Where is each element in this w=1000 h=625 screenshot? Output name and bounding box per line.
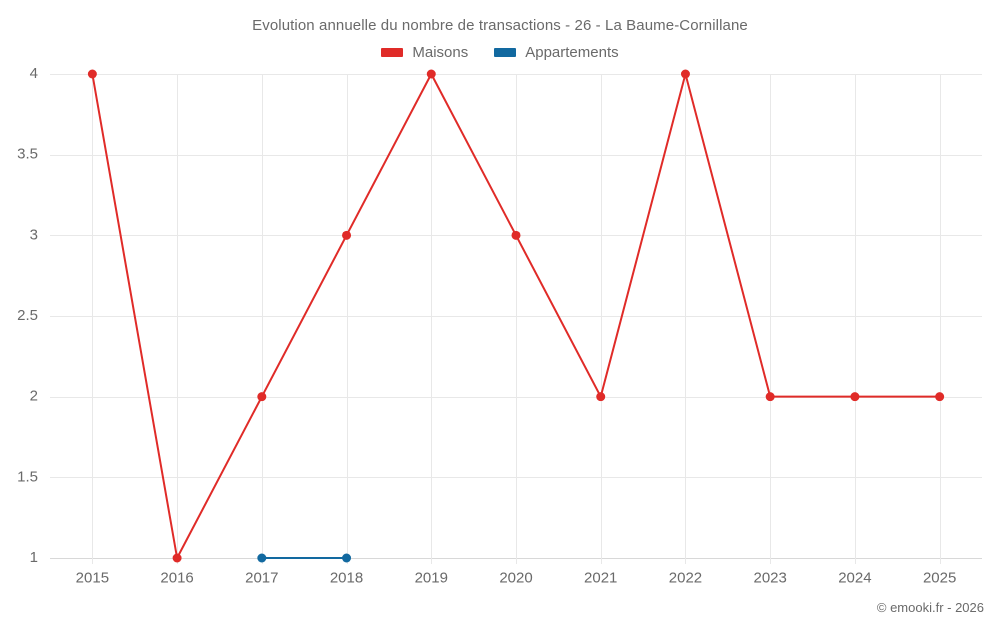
chart-legend: Maisons Appartements [0,44,1000,61]
legend-item-maisons[interactable]: Maisons [381,44,468,61]
legend-item-appartements[interactable]: Appartements [494,44,619,61]
data-point-marker[interactable] [511,230,521,240]
y-axis-tick-label: 1.5 [17,468,38,485]
data-point-marker[interactable] [257,392,267,402]
credit-text: © emooki.fr - 2026 [876,600,984,615]
y-axis-tick-label: 4 [30,65,38,82]
y-axis-tick-label: 3.5 [17,146,38,163]
data-point-marker[interactable] [342,553,352,563]
x-axis-tick-label: 2025 [923,569,956,586]
data-point-marker[interactable] [426,69,436,79]
x-axis-tick-label: 2019 [415,569,448,586]
chart-title: Evolution annuelle du nombre de transact… [252,17,748,34]
series-maisons [87,69,945,563]
data-point-marker[interactable] [596,392,606,402]
x-axis-tick-label: 2016 [160,569,193,586]
y-axis-tick-label: 1 [30,549,38,566]
data-point-marker[interactable] [680,69,690,79]
data-point-marker[interactable] [257,553,267,563]
x-axis-tick-label: 2017 [245,569,278,586]
data-point-marker[interactable] [172,553,182,563]
x-axis-tick-label: 2022 [669,569,702,586]
data-point-marker[interactable] [935,392,945,402]
y-axis-tick-label: 3 [30,226,38,243]
line-swatch-icon [494,48,517,57]
line-swatch-icon [381,48,404,57]
data-point-marker[interactable] [850,392,860,402]
data-point-marker[interactable] [342,230,352,240]
legend-label-appartements: Appartements [525,44,619,61]
y-axis-tick-label: 2.5 [17,307,38,324]
legend-label-maisons: Maisons [412,44,469,61]
grid-group [50,74,982,564]
series-appartements [257,553,352,563]
x-axis-tick-label: 2023 [753,569,786,586]
x-axis-tick-label: 2020 [499,569,532,586]
x-axis-tick-label: 2021 [584,569,617,586]
data-point-marker[interactable] [87,69,97,79]
y-axis-tick-label: 2 [30,388,38,405]
x-axis-tick-label: 2018 [330,569,363,586]
x-axis-tick-label: 2024 [838,569,871,586]
x-axis-tick-label: 2015 [76,569,109,586]
data-point-marker[interactable] [765,392,775,402]
